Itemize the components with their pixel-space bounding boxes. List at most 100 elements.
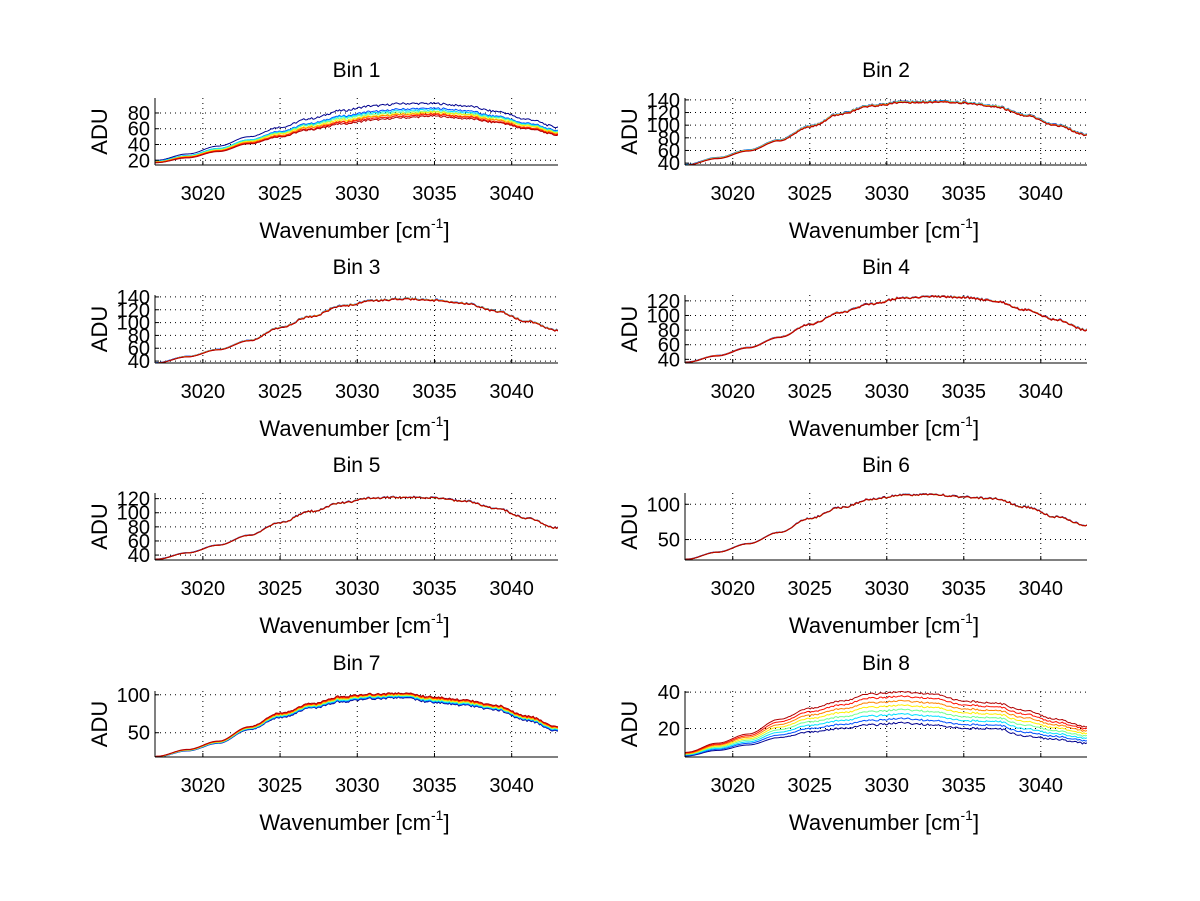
x-tick-label: 3020 <box>710 775 755 797</box>
x-tick-label: 3025 <box>788 775 833 797</box>
series-line-7 <box>685 695 1087 754</box>
x-axis-label: Wavenumber [cm-1] <box>789 610 979 638</box>
series-line-5 <box>685 295 1087 363</box>
y-tick-label: 80 <box>128 517 150 539</box>
series-line-5 <box>155 297 558 363</box>
series-line-5 <box>155 694 558 757</box>
y-tick-label: 60 <box>658 335 680 357</box>
x-axis-label: Wavenumber [cm-1] <box>789 413 979 441</box>
y-axis-label: ADU <box>617 701 642 747</box>
subplot-bin-7: Bin 7 3020 3025 3030 3035 3040 50 100 Wavenumber… <box>87 652 558 835</box>
x-axis-label: Wavenumber [cm-1] <box>259 807 449 835</box>
x-tick-label: 3035 <box>942 578 987 600</box>
y-tick-label: 40 <box>128 135 150 157</box>
x-tick-label: 3020 <box>181 775 226 797</box>
x-tick-label: 3030 <box>335 775 380 797</box>
series-line-2 <box>685 493 1087 560</box>
x-tick-label: 3025 <box>788 381 833 403</box>
y-tick-label: 80 <box>128 103 150 125</box>
subplot-bin-3: Bin 3 3020 3025 3030 3035 3040 406080100120140… <box>87 256 558 441</box>
series-line-1 <box>155 495 558 560</box>
series-line-3 <box>685 295 1087 363</box>
series-line-7 <box>685 493 1087 560</box>
y-axis-label: ADU <box>617 306 642 352</box>
x-tick-label: 3040 <box>1019 578 1064 600</box>
x-tick-label: 3035 <box>942 775 987 797</box>
y-tick-label: 100 <box>647 115 680 137</box>
x-tick-label: 3020 <box>710 578 755 600</box>
series-line-1 <box>685 99 1087 165</box>
series-line-1 <box>155 102 558 162</box>
x-tick-label: 3040 <box>489 775 534 797</box>
series-line-5 <box>685 100 1087 165</box>
y-tick-label: 20 <box>128 150 150 172</box>
subplot-title: Bin 6 <box>862 454 910 477</box>
y-tick-label: 40 <box>128 545 150 567</box>
x-tick-label: 3035 <box>412 381 457 403</box>
y-tick-label: 120 <box>647 291 680 313</box>
x-tick-label: 3020 <box>181 381 226 403</box>
series-line-3 <box>155 297 558 363</box>
series-line-6 <box>685 295 1087 363</box>
x-axis-label: Wavenumber [cm-1] <box>259 215 449 243</box>
x-tick-label: 3025 <box>258 775 303 797</box>
x-axis-label: Wavenumber [cm-1] <box>789 215 979 243</box>
x-tick-label: 3040 <box>489 183 534 205</box>
series-line-1 <box>685 721 1087 757</box>
x-axis-label: Wavenumber [cm-1] <box>259 610 449 638</box>
series-line-2 <box>685 100 1087 165</box>
y-axis-label: ADU <box>87 306 112 352</box>
y-tick-label: 80 <box>128 325 150 347</box>
x-tick-label: 3030 <box>865 183 910 205</box>
series-line-8 <box>685 101 1087 165</box>
x-tick-label: 3025 <box>788 183 833 205</box>
series-line-8 <box>685 295 1087 363</box>
subplot-title: Bin 8 <box>862 652 910 675</box>
y-tick-label: 60 <box>128 338 150 360</box>
y-axis-label: ADU <box>617 503 642 549</box>
y-tick-label: 140 <box>647 90 680 112</box>
series-line-3 <box>155 695 558 757</box>
series-line-3 <box>155 496 558 560</box>
x-tick-label: 3025 <box>788 578 833 600</box>
x-tick-label: 3020 <box>181 183 226 205</box>
x-tick-label: 3035 <box>412 578 457 600</box>
x-tick-label: 3030 <box>335 183 380 205</box>
x-tick-label: 3025 <box>258 381 303 403</box>
x-axis-label: Wavenumber [cm-1] <box>789 807 979 835</box>
series-line-6 <box>685 100 1087 165</box>
y-tick-label: 50 <box>128 723 150 745</box>
series-line-1 <box>155 297 558 363</box>
x-tick-label: 3030 <box>335 381 380 403</box>
y-tick-label: 100 <box>117 685 150 707</box>
series-line-4 <box>155 694 558 757</box>
series-line-2 <box>685 295 1087 363</box>
x-tick-label: 3020 <box>710 183 755 205</box>
series-line-4 <box>155 110 558 163</box>
x-tick-label: 3040 <box>489 578 534 600</box>
y-axis-label: ADU <box>87 108 112 154</box>
series-line-7 <box>155 496 558 560</box>
series-line-1 <box>685 493 1087 560</box>
series-line-8 <box>155 496 558 560</box>
x-tick-label: 3035 <box>412 775 457 797</box>
subplot-title: Bin 5 <box>333 454 381 477</box>
series-line-7 <box>685 295 1087 363</box>
series-line-7 <box>155 298 558 363</box>
y-tick-label: 80 <box>658 128 680 150</box>
x-tick-label: 3030 <box>865 775 910 797</box>
subplot-title: Bin 1 <box>333 59 381 82</box>
series-line-3 <box>155 108 558 162</box>
series-line-8 <box>155 298 558 363</box>
y-tick-label: 40 <box>658 153 680 175</box>
x-tick-label: 3040 <box>1019 775 1064 797</box>
series-line-1 <box>685 295 1087 363</box>
subplot-bin-2: Bin 2 3020 3025 3030 3035 3040 406080100120140… <box>617 59 1087 243</box>
series-line-8 <box>155 692 558 757</box>
x-tick-label: 3030 <box>865 578 910 600</box>
series-line-4 <box>155 297 558 363</box>
y-axis-label: ADU <box>617 108 642 154</box>
y-tick-label: 100 <box>647 494 680 516</box>
series-line-3 <box>685 713 1087 756</box>
